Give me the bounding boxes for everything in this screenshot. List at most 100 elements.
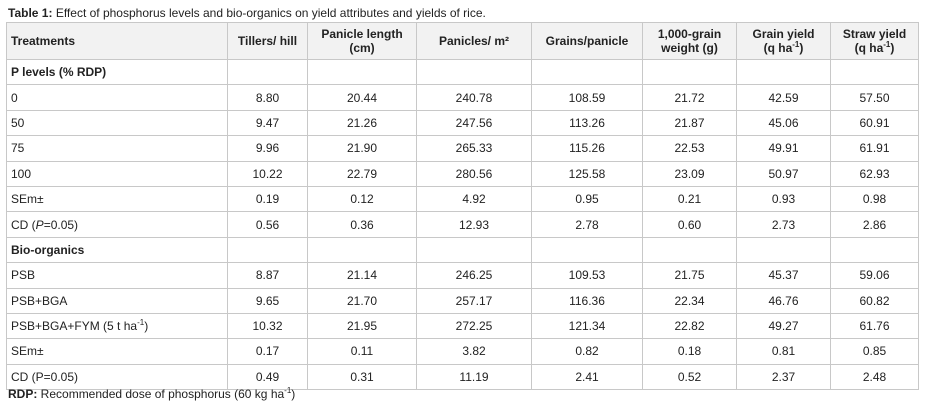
column-header-unit: (cm)	[349, 41, 375, 55]
footnote-label: RDP:	[8, 387, 38, 401]
footnote-tail: )	[291, 387, 296, 401]
column-header-sup: -1	[883, 40, 891, 49]
value-cell	[642, 236, 737, 264]
treatment-cell: P levels (% RDP)	[6, 58, 228, 86]
column-header: Panicles/ m²	[416, 22, 532, 60]
value-cell: 265.33	[416, 135, 532, 162]
value-cell: 0.11	[307, 338, 417, 365]
table-row: SEm± 0.17 0.11 3.82 0.82 0.18 0.81 0.85	[6, 338, 919, 365]
value-cell: 0.12	[307, 185, 417, 213]
value-cell: 8.80	[227, 84, 308, 111]
value-cell: 10.32	[227, 312, 308, 340]
value-cell	[307, 58, 417, 86]
table-row: 100 10.22 22.79 280.56 125.58 23.09 50.97 62.93	[6, 160, 919, 187]
value-cell: 116.36	[531, 287, 643, 314]
value-cell: 0.98	[830, 185, 919, 213]
treatment-label: 50	[11, 115, 25, 130]
value-cell: 0.56	[227, 211, 308, 238]
treatment-label: 75	[11, 141, 25, 156]
treatment-cell: 50	[6, 109, 228, 137]
value-cell: 9.47	[227, 109, 308, 137]
value-cell: 280.56	[416, 160, 532, 187]
column-header-title: Grains/panicle	[545, 34, 629, 48]
treatment-label: CD (P=0.05)	[11, 369, 79, 384]
value-cell: 0.52	[642, 363, 737, 391]
value-cell: 45.06	[736, 109, 831, 137]
value-cell: 12.93	[416, 211, 532, 238]
value-cell: 0.19	[227, 185, 308, 213]
caption-text: Effect of phosphorus levels and bio-orga…	[55, 6, 486, 20]
footnote-sup: -1	[284, 386, 292, 395]
table-row: CD (P=0.05) 0.56 0.36 12.93 2.78 0.60 2.73 2.86	[6, 211, 919, 238]
treatment-cell: 0	[6, 84, 228, 111]
section-row: P levels (% RDP)	[6, 58, 919, 86]
value-cell: 246.25	[416, 262, 532, 289]
value-cell: 21.26	[307, 109, 417, 137]
column-header-title: Grain yield	[752, 27, 815, 41]
column-header: 1,000-grain weight (g)	[642, 22, 737, 60]
value-cell: 0.21	[642, 185, 737, 213]
value-cell: 61.91	[830, 135, 919, 162]
value-cell: 2.86	[830, 211, 919, 238]
value-cell: 60.82	[830, 287, 919, 314]
column-header: Tillers/ hill	[227, 22, 308, 60]
treatment-label: PSB	[11, 268, 36, 283]
value-cell: 23.09	[642, 160, 737, 187]
value-cell: 115.26	[531, 135, 643, 162]
value-cell: 21.70	[307, 287, 417, 314]
treatment-cell: PSB	[6, 262, 228, 289]
value-cell: 257.17	[416, 287, 532, 314]
treatment-label: PSB+BGA+FYM (5 t ha	[11, 319, 138, 334]
value-cell: 0.60	[642, 211, 737, 238]
value-cell	[531, 236, 643, 264]
footnote-text: Recommended dose of phosphorus (60 kg ha	[37, 387, 285, 401]
value-cell: 3.82	[416, 338, 532, 365]
value-cell: 0.81	[736, 338, 831, 365]
treatment-label-sup: -1	[137, 318, 145, 328]
treatment-cell: CD (P=0.05)	[6, 363, 228, 391]
value-cell: 10.22	[227, 160, 308, 187]
value-cell: 22.82	[642, 312, 737, 340]
value-cell: 0.36	[307, 211, 417, 238]
value-cell: 9.96	[227, 135, 308, 162]
treatment-label: SEm±	[11, 192, 44, 207]
value-cell: 272.25	[416, 312, 532, 340]
value-cell: 108.59	[531, 84, 643, 111]
treatment-cell: SEm±	[6, 185, 228, 213]
table-body: P levels (% RDP) 0 8.80 20.44 240.78 108.59 21…	[6, 58, 919, 391]
value-cell: 0.18	[642, 338, 737, 365]
treatment-label: 0	[11, 90, 18, 105]
value-cell: 0.82	[531, 338, 643, 365]
value-cell	[736, 58, 831, 86]
value-cell	[227, 236, 308, 264]
treatment-label: SEm±	[11, 344, 44, 359]
column-header-tail: )	[799, 41, 804, 55]
table-caption: Table 1: Effect of phosphorus levels and…	[8, 5, 486, 21]
treatment-label: Bio-organics	[11, 242, 85, 257]
column-header: Treatments	[6, 22, 228, 60]
value-cell: 8.87	[227, 262, 308, 289]
treatment-label: CD (	[11, 217, 36, 232]
value-cell: 22.34	[642, 287, 737, 314]
column-header-title: Tillers/ hill	[237, 34, 298, 48]
value-cell: 121.34	[531, 312, 643, 340]
column-header-tail: )	[890, 41, 895, 55]
treatment-cell: SEm±	[6, 338, 228, 365]
value-cell: 49.91	[736, 135, 831, 162]
treatment-label: PSB+BGA	[11, 293, 68, 308]
treatment-label-tail: )	[144, 319, 149, 334]
value-cell: 2.48	[830, 363, 919, 391]
value-cell: 0.17	[227, 338, 308, 365]
value-cell: 21.90	[307, 135, 417, 162]
value-cell: 21.95	[307, 312, 417, 340]
table-row: 0 8.80 20.44 240.78 108.59 21.72 42.59 57.50	[6, 84, 919, 111]
value-cell: 125.58	[531, 160, 643, 187]
value-cell: 9.65	[227, 287, 308, 314]
column-header-title: Straw yield	[842, 27, 907, 41]
treatment-cell: 100	[6, 160, 228, 187]
column-header-unit: (q ha	[854, 41, 884, 55]
value-cell: 109.53	[531, 262, 643, 289]
value-cell: 42.59	[736, 84, 831, 111]
value-cell: 21.72	[642, 84, 737, 111]
value-cell	[531, 58, 643, 86]
